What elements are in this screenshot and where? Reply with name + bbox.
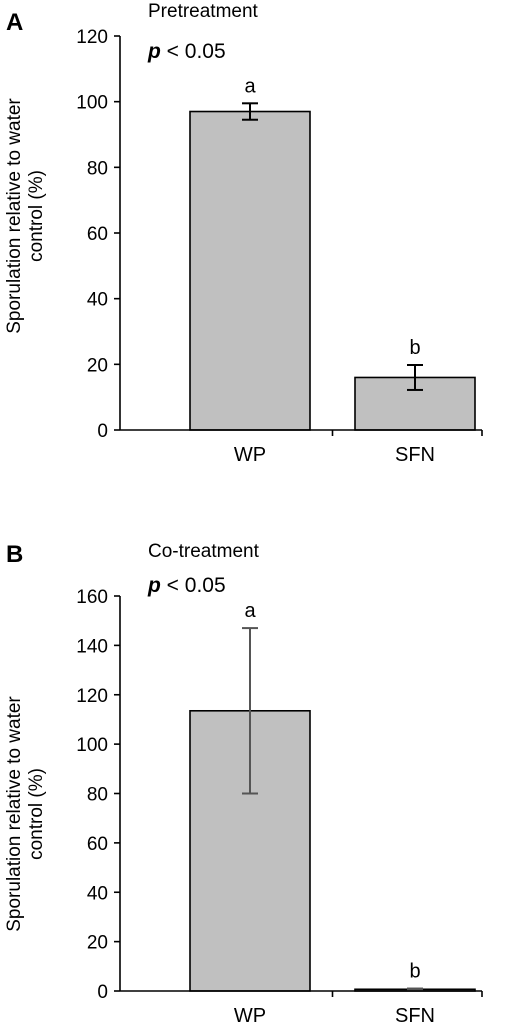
y-axis-label-line2: control (%) xyxy=(26,768,47,860)
x-tick-label: WP xyxy=(234,1005,266,1026)
y-tick-label: 80 xyxy=(87,158,108,179)
y-tick-label: 20 xyxy=(87,355,108,376)
y-tick-label: 0 xyxy=(97,421,108,442)
chart-title: Co-treatment xyxy=(148,541,260,562)
y-tick-label: 140 xyxy=(76,636,108,657)
significance-label-wp: a xyxy=(244,75,256,97)
p-symbol: p xyxy=(147,40,161,63)
y-tick-label: 80 xyxy=(87,785,108,806)
bar-wp xyxy=(189,110,311,431)
chart-panel-b: B Co-treatment p < 0.05 Sporulation rela… xyxy=(4,541,483,1026)
plot-area: a WP b SFN 0 20 40 60 80 100 120 140 160 xyxy=(76,587,483,1026)
panel-letter: A xyxy=(6,9,23,36)
chart-panel-a: A Pretreatment p < 0.05 Sporulation rela… xyxy=(4,1,483,466)
significance-label-wp: a xyxy=(244,600,256,622)
panel-letter: B xyxy=(6,541,23,568)
p-threshold: < 0.05 xyxy=(161,574,226,597)
y-tick-label: 60 xyxy=(87,834,108,855)
y-axis-label-line2: control (%) xyxy=(26,170,47,262)
error-bar-wp xyxy=(242,627,258,795)
x-tick-label: WP xyxy=(234,444,266,466)
significance-label-sfn: b xyxy=(409,337,420,359)
y-tick-label: 100 xyxy=(76,735,108,756)
chart-title: Pretreatment xyxy=(148,1,259,22)
error-bar-sfn xyxy=(407,363,423,391)
y-tick-label: 120 xyxy=(76,27,108,48)
error-bar-sfn xyxy=(407,987,423,992)
y-tick-label: 160 xyxy=(76,587,108,608)
error-bar-wp xyxy=(242,102,258,121)
x-tick-label: SFN xyxy=(395,1005,435,1026)
y-tick-label: 120 xyxy=(76,686,108,707)
y-tick-label: 60 xyxy=(87,224,108,245)
plot-area: a WP b SFN 0 20 40 60 80 100 120 xyxy=(76,27,483,466)
p-threshold: < 0.05 xyxy=(161,40,226,63)
y-tick-label: 20 xyxy=(87,933,108,954)
p-symbol: p xyxy=(147,574,161,597)
y-tick-label: 40 xyxy=(87,883,108,904)
y-axis-label-line1: Sporulation relative to water xyxy=(4,696,25,932)
y-tick-label: 100 xyxy=(76,93,108,114)
x-tick-label: SFN xyxy=(395,444,435,466)
y-tick-label: 40 xyxy=(87,290,108,311)
p-value-annotation: p < 0.05 xyxy=(147,574,226,597)
significance-label-sfn: b xyxy=(409,961,420,983)
y-tick-label: 0 xyxy=(97,982,108,1003)
y-axis-label-line1: Sporulation relative to water xyxy=(4,98,25,334)
p-value-annotation: p < 0.05 xyxy=(147,40,226,63)
